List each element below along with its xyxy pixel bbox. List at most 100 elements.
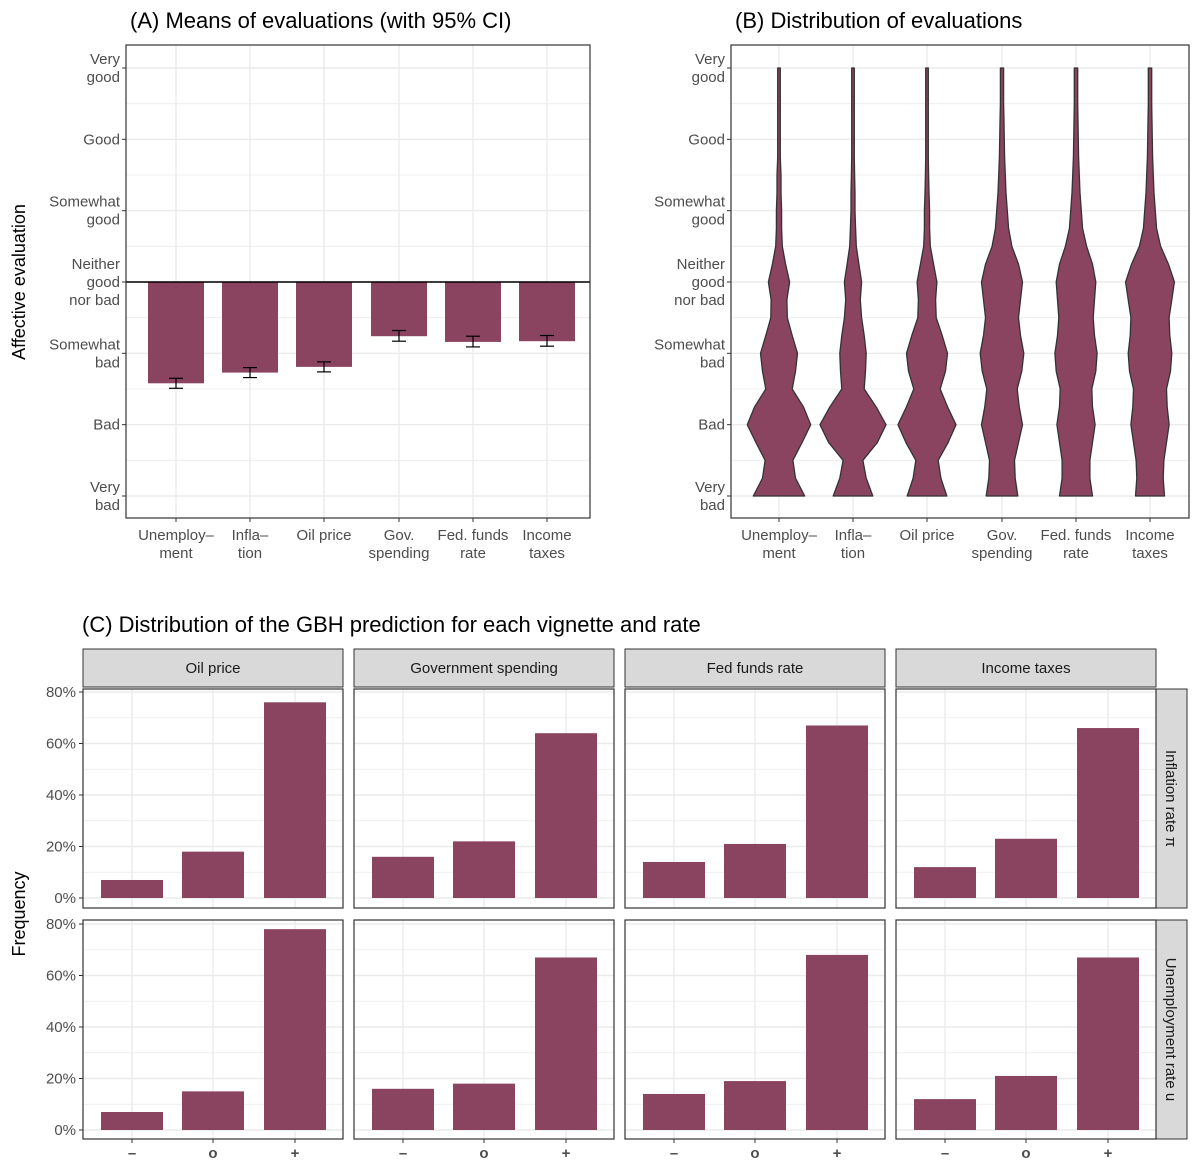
mean-bar: [519, 282, 575, 342]
frequency-bar: [264, 929, 326, 1130]
panel-a-error-bars: [169, 329, 554, 389]
x-tick-label: –: [128, 1145, 136, 1162]
x-tick-label: Unemploy– ment: [138, 527, 215, 562]
column-strip-label: Government spending: [410, 660, 558, 677]
facet-border: [895, 688, 1157, 909]
panel-a-title: (A) Means of evaluations (with 95% CI): [130, 8, 512, 33]
row-strip: [1154, 919, 1188, 1140]
y-tick-label: Very good: [692, 51, 726, 86]
panel-c: (C) Distribution of the GBH prediction f…: [9, 612, 1188, 1162]
x-tick-label: –: [670, 1145, 678, 1162]
panel-a-y-ticks: Very bad Bad Somewhat bad Neither good nor bad S…: [49, 51, 126, 514]
x-tick-label: o: [1021, 1145, 1030, 1162]
violin: [819, 67, 887, 497]
facet-panel: [895, 688, 1157, 909]
frequency-bar: [453, 841, 515, 898]
y-tick-label: 20%: [46, 839, 76, 856]
frequency-bar: [264, 702, 326, 898]
x-tick-label: Fed. funds rate: [1041, 527, 1112, 562]
frequency-bar: [643, 1093, 705, 1130]
violin: [1054, 67, 1098, 497]
frequency-bar: [101, 1111, 163, 1130]
x-tick-label: Infla– tion: [835, 527, 872, 562]
mean-bar: [222, 282, 278, 373]
y-tick-label: Somewhat good: [654, 194, 726, 229]
violin: [1124, 67, 1176, 497]
facet-panel: [353, 688, 615, 909]
x-tick-label: Gov. spending: [369, 527, 430, 562]
x-tick-label: Income taxes: [522, 527, 571, 562]
y-tick-label: 20%: [46, 1071, 76, 1088]
y-tick-label: 80%: [46, 916, 76, 933]
mean-bar: [148, 282, 204, 384]
x-tick-label: –: [399, 1145, 407, 1162]
x-tick-label: Infla– tion: [232, 527, 269, 562]
x-tick-label: –: [941, 1145, 949, 1162]
y-tick-label: Good: [83, 131, 120, 148]
frequency-bar: [182, 1091, 244, 1130]
frequency-bar: [372, 1088, 434, 1130]
row-strip-label: Unemployment rate u: [1162, 958, 1179, 1101]
y-tick-label: Somewhat bad: [49, 336, 121, 371]
panel-b-violins: [746, 67, 1176, 497]
frequency-bar: [453, 1083, 515, 1130]
row-strip: [1154, 688, 1188, 909]
frequency-bar: [806, 725, 868, 898]
frequency-bar: [914, 867, 976, 898]
facet-panel: – o +: [624, 919, 886, 1162]
panel-c-y-label: Frequency: [9, 871, 29, 956]
y-tick-label: 80%: [46, 684, 76, 701]
frequency-bar: [724, 843, 786, 898]
y-tick-label: 0%: [54, 890, 76, 907]
frequency-bar: [1077, 728, 1139, 898]
y-tick-label: Very good: [87, 51, 121, 86]
y-tick-label: 60%: [46, 736, 76, 753]
y-tick-label: Good: [688, 131, 725, 148]
y-tick-label: Neither good nor bad: [674, 256, 725, 309]
frequency-bar: [643, 861, 705, 898]
y-tick-label: Very bad: [695, 479, 726, 514]
facet-border: [624, 688, 886, 909]
frequency-bar: [914, 1099, 976, 1130]
x-tick-label: o: [208, 1145, 217, 1162]
x-tick-label: +: [291, 1145, 300, 1162]
frequency-bar: [1077, 957, 1139, 1130]
facet-border: [82, 688, 344, 909]
violin: [979, 67, 1025, 497]
facet-panel: – o +: [895, 919, 1157, 1162]
mean-bar: [445, 282, 501, 342]
frequency-bar: [535, 733, 597, 898]
panel-c-title: (C) Distribution of the GBH prediction f…: [82, 612, 701, 637]
frequency-bar: [995, 1075, 1057, 1130]
y-tick-label: Bad: [698, 417, 725, 434]
y-tick-label: 60%: [46, 968, 76, 985]
frequency-bar: [535, 957, 597, 1130]
x-tick-label: +: [562, 1145, 571, 1162]
frequency-bar: [806, 954, 868, 1130]
panel-a-bars: [148, 282, 575, 384]
y-tick-label: Neither good nor bad: [69, 256, 120, 309]
y-tick-label: Somewhat good: [49, 194, 121, 229]
x-tick-label: +: [833, 1145, 842, 1162]
y-tick-label: Somewhat bad: [654, 336, 726, 371]
y-tick-label: 40%: [46, 1019, 76, 1036]
panel-a-x-ticks: Unemploy– ment Infla– tion Oil price Gov. spen…: [138, 518, 572, 562]
x-tick-label: Income taxes: [1125, 527, 1174, 562]
y-axis-label: Affective evaluation: [9, 204, 29, 360]
y-tick-label: 40%: [46, 787, 76, 804]
y-tick-label: Very bad: [90, 479, 121, 514]
panel-b-y-ticks: Very bad Bad Somewhat bad Neither good nor bad S…: [654, 51, 731, 514]
panel-b-title: (B) Distribution of evaluations: [735, 8, 1022, 33]
facet-panel: – o +: [82, 919, 344, 1162]
panel-b: (B) Distribution of evaluations Very bad B…: [654, 8, 1190, 562]
mean-bar: [296, 282, 352, 367]
x-tick-label: Oil price: [296, 527, 351, 544]
column-strip-label: Income taxes: [981, 660, 1070, 677]
x-tick-label: o: [750, 1145, 759, 1162]
x-tick-label: Fed. funds rate: [438, 527, 509, 562]
y-tick-label: 0%: [54, 1122, 76, 1139]
x-tick-label: Unemploy– ment: [741, 527, 818, 562]
column-strip: [353, 648, 615, 688]
panel-b-x-ticks: Unemploy– ment Infla– tion Oil price Gov. spen…: [741, 518, 1175, 562]
